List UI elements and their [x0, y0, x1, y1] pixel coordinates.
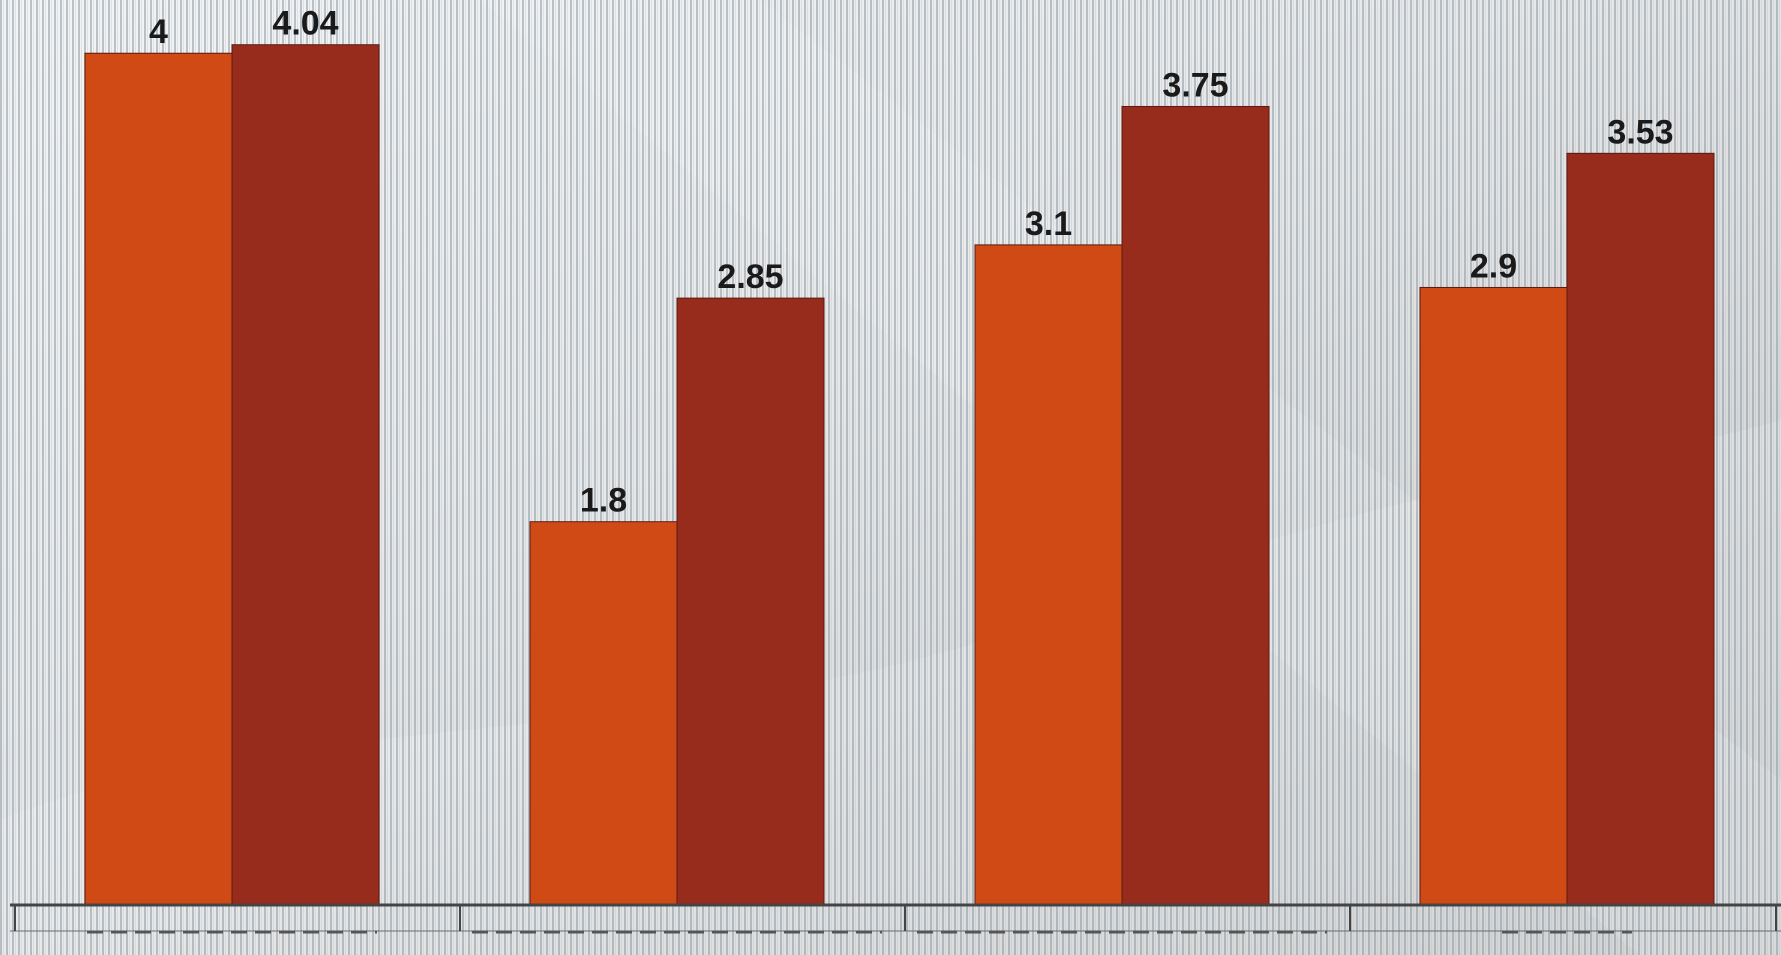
- bar-group1-series1: [84, 52, 233, 906]
- data-label-group1-series1: 4: [149, 13, 168, 51]
- data-label-group4-series2: 3.53: [1607, 113, 1673, 151]
- data-label-group3-series2: 3.75: [1162, 66, 1228, 104]
- data-label-group2-series2: 2.85: [717, 258, 783, 296]
- x-axis: [10, 903, 1781, 934]
- bar-group3-series2: [1121, 105, 1270, 906]
- data-label-group1-series2: 4.04: [272, 5, 338, 43]
- data-label-group2-series1: 1.8: [580, 482, 627, 520]
- bar-group2-series2: [676, 297, 825, 906]
- data-labels-layer: 4 4.04 1.8 2.85 3.1 3.75 2.9 3.53: [149, 5, 1674, 520]
- bars-layer: [84, 44, 1715, 906]
- bar-group4-series1: [1419, 286, 1568, 906]
- bar-group4-series2: [1566, 152, 1715, 906]
- data-label-group3-series1: 3.1: [1025, 205, 1072, 243]
- bar-group1-series2: [231, 44, 380, 906]
- bar-group3-series1: [974, 244, 1123, 906]
- data-label-group4-series1: 2.9: [1470, 247, 1517, 285]
- bar-group2-series1: [529, 521, 678, 906]
